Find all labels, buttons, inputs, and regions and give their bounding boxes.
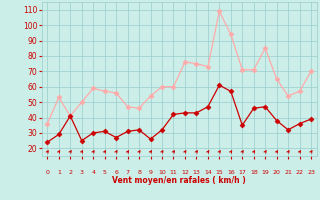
X-axis label: Vent moyen/en rafales ( km/h ): Vent moyen/en rafales ( km/h ) [112, 176, 246, 185]
